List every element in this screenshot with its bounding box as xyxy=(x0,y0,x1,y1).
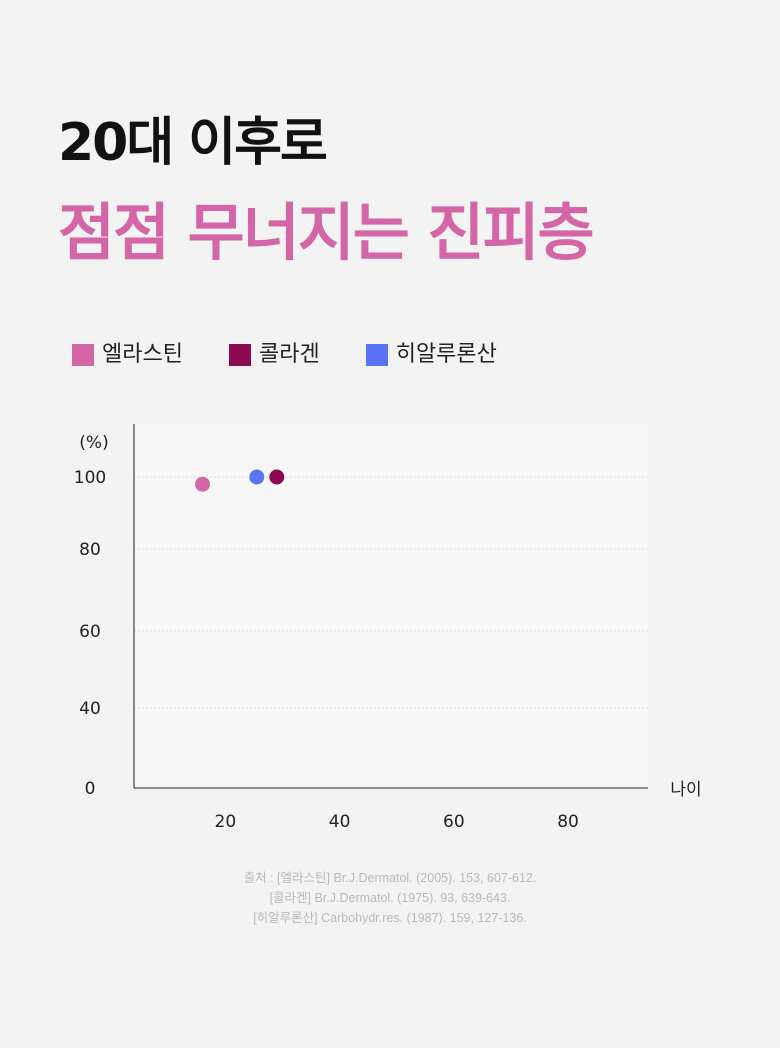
scatter-chart: (%) 나이 0 40 60 80 100 20 40 60 80 xyxy=(74,424,702,832)
legend-item-collagen: 콜라겐 xyxy=(228,341,320,369)
y-tick-label: 100 xyxy=(74,468,106,488)
x-tick-label: 40 xyxy=(329,812,351,832)
x-tick-label: 80 xyxy=(557,812,579,832)
legend-swatch-hyaluronic xyxy=(365,344,388,366)
x-axis-label: 나이 xyxy=(670,780,701,800)
y-tick-label: 40 xyxy=(79,699,101,719)
title-line-1: 20대 이후로 xyxy=(58,113,328,173)
legend-label-hyaluronic: 히알루론산 xyxy=(395,342,497,367)
y-axis-label: (%) xyxy=(79,433,108,453)
legend-item-elastin: 엘라스틴 xyxy=(72,341,183,369)
legend-label-elastin: 엘라스틴 xyxy=(102,342,183,367)
legend-label-collagen: 콜라겐 xyxy=(258,342,320,367)
source-citation: 출처 : [엘라스틴] Br.J.Dermatol. (2005). 153, … xyxy=(0,868,780,928)
data-point xyxy=(269,469,285,485)
y-tick-label: 60 xyxy=(79,622,101,642)
plot-area xyxy=(134,424,648,788)
legend-swatch-collagen xyxy=(228,344,251,366)
y-tick-label: 0 xyxy=(85,779,96,799)
legend-item-hyaluronic: 히알루론산 xyxy=(365,341,497,369)
source-line-2: [콜라겐] Br.J.Dermatol. (1975). 93, 639-643… xyxy=(269,891,511,905)
grid-lines xyxy=(134,476,648,709)
data-point xyxy=(249,469,265,485)
title-line-2: 점점 무너지는 진피층 xyxy=(58,196,595,269)
source-line-1: 출처 : [엘라스틴] Br.J.Dermatol. (2005). 153, … xyxy=(243,871,537,885)
chart-legend: 엘라스틴 콜라겐 히알루론산 xyxy=(72,340,543,370)
y-tick-labels: 0 40 60 80 100 xyxy=(74,468,106,799)
x-tick-labels: 20 40 60 80 xyxy=(215,812,579,832)
data-point xyxy=(195,476,211,492)
x-tick-label: 20 xyxy=(215,812,237,832)
source-line-3: [히알루론산] Carbohydr.res. (1987). 159, 127-… xyxy=(253,911,527,925)
x-tick-label: 60 xyxy=(443,812,465,832)
data-points xyxy=(195,469,285,492)
y-tick-label: 80 xyxy=(79,540,101,560)
legend-swatch-elastin xyxy=(72,344,94,366)
